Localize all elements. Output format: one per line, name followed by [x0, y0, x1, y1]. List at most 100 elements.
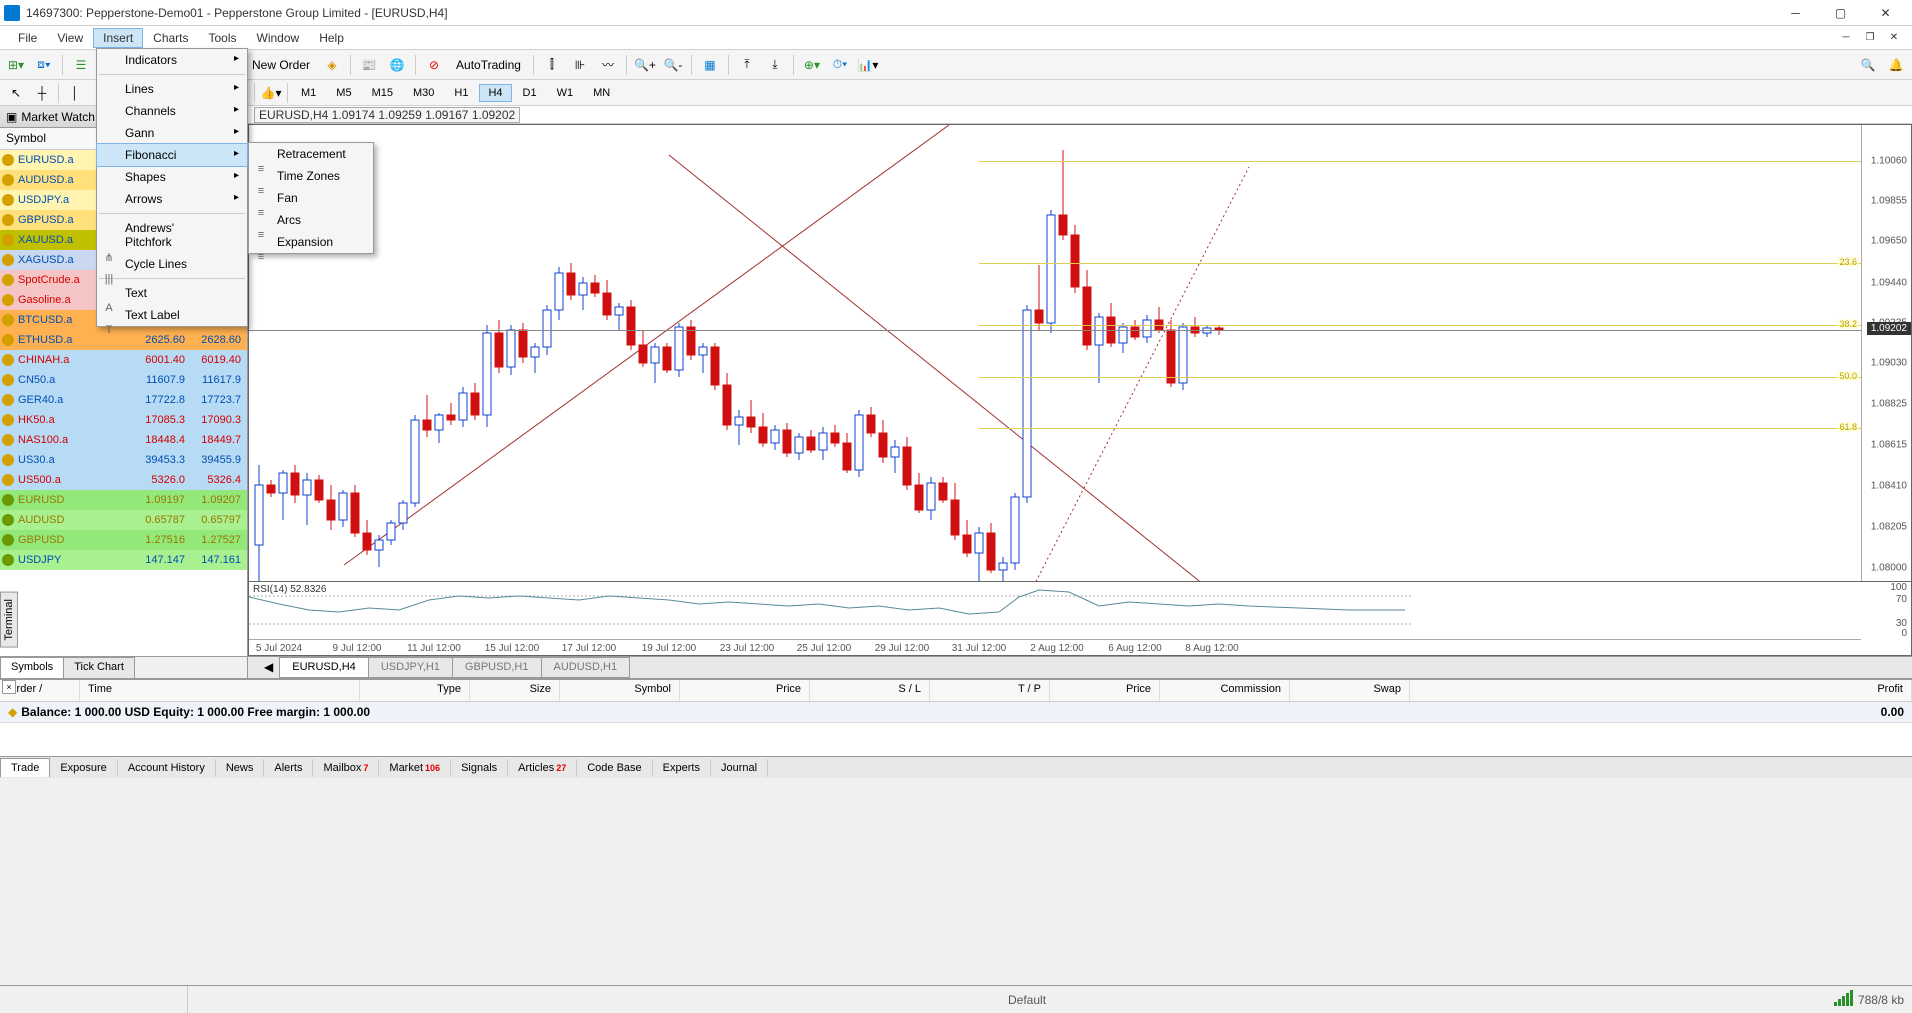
- maximize-button[interactable]: ▢: [1818, 1, 1863, 25]
- terminal-tab-articles[interactable]: Articles27: [508, 759, 577, 777]
- timeframe-d1[interactable]: D1: [514, 84, 546, 102]
- menu-window[interactable]: Window: [247, 28, 310, 48]
- terminal-col-swap[interactable]: Swap: [1290, 680, 1410, 701]
- metaquotes-icon[interactable]: ◈: [320, 53, 344, 77]
- terminal-tab-trade[interactable]: Trade: [0, 758, 50, 777]
- terminal-tab-journal[interactable]: Journal: [711, 759, 768, 777]
- zoom-out-icon[interactable]: 🔍-: [661, 53, 685, 77]
- terminal-col-time[interactable]: Time: [80, 680, 360, 701]
- close-button[interactable]: ✕: [1863, 1, 1908, 25]
- auto-scroll-icon[interactable]: ⤓: [763, 53, 787, 77]
- bar-chart-icon[interactable]: ⫿: [540, 53, 564, 77]
- menu-file[interactable]: File: [8, 28, 47, 48]
- tile-windows-icon[interactable]: ▦: [698, 53, 722, 77]
- mdi-minimize-button[interactable]: ─: [1836, 29, 1856, 47]
- symbol-row-audusd[interactable]: AUDUSD0.657870.65797: [0, 510, 247, 530]
- timeframe-mn[interactable]: MN: [584, 84, 619, 102]
- autotrading-icon[interactable]: ⊘: [422, 53, 446, 77]
- terminal-col-s-l[interactable]: S / L: [810, 680, 930, 701]
- timeframe-m5[interactable]: M5: [327, 84, 360, 102]
- terminal-col-symbol[interactable]: Symbol: [560, 680, 680, 701]
- symbol-row-eurusd[interactable]: EURUSD1.091971.09207: [0, 490, 247, 510]
- terminal-col-price[interactable]: Price: [1050, 680, 1160, 701]
- fib-menu-retracement[interactable]: Retracement≡: [249, 143, 373, 165]
- terminal-col-profit[interactable]: Profit: [1410, 680, 1912, 701]
- symbol-row-gbpusd[interactable]: GBPUSD1.275161.27527: [0, 530, 247, 550]
- terminal-tab-code-base[interactable]: Code Base: [577, 759, 652, 777]
- insert-menu-channels[interactable]: Channels: [97, 100, 247, 122]
- timeframe-h1[interactable]: H1: [445, 84, 477, 102]
- autotrading-label[interactable]: AutoTrading: [450, 58, 527, 72]
- terminal-col-t-p[interactable]: T / P: [930, 680, 1050, 701]
- timeframe-m30[interactable]: M30: [404, 84, 443, 102]
- terminal-tab-account-history[interactable]: Account History: [118, 759, 216, 777]
- insert-menu-text-label[interactable]: Text LabelT: [97, 304, 247, 326]
- insert-menu-indicators[interactable]: Indicators: [97, 49, 247, 71]
- shift-end-icon[interactable]: ⤒: [735, 53, 759, 77]
- new-chart-icon[interactable]: ⊞▾: [4, 53, 28, 77]
- mdi-restore-button[interactable]: ❐: [1860, 29, 1880, 47]
- periods-icon[interactable]: ⏱▾: [828, 53, 852, 77]
- menu-charts[interactable]: Charts: [143, 28, 198, 48]
- terminal-tab-news[interactable]: News: [216, 759, 265, 777]
- globe-icon[interactable]: 🌐: [385, 53, 409, 77]
- new-order-label[interactable]: New Order: [246, 58, 316, 72]
- symbol-row-nas100-a[interactable]: NAS100.a18448.418449.7: [0, 430, 247, 450]
- timeframe-w1[interactable]: W1: [548, 84, 583, 102]
- fib-menu-time-zones[interactable]: Time Zones≡: [249, 165, 373, 187]
- terminal-tab-mailbox[interactable]: Mailbox7: [313, 759, 379, 777]
- symbol-row-hk50-a[interactable]: HK50.a17085.317090.3: [0, 410, 247, 430]
- market-watch-icon[interactable]: ☰: [69, 53, 93, 77]
- menu-view[interactable]: View: [47, 28, 93, 48]
- terminal-tab-signals[interactable]: Signals: [451, 759, 508, 777]
- tab-symbols[interactable]: Symbols: [0, 657, 64, 678]
- insert-menu-cycle-lines[interactable]: Cycle Lines|||: [97, 253, 247, 275]
- terminal-tab-market[interactable]: Market106: [379, 759, 451, 777]
- minimize-button[interactable]: ─: [1773, 1, 1818, 25]
- fib-menu-expansion[interactable]: Expansion≡: [249, 231, 373, 253]
- expert-advisors-icon[interactable]: 📰: [357, 53, 381, 77]
- symbol-row-ger40-a[interactable]: GER40.a17722.817723.7: [0, 390, 247, 410]
- chart-body[interactable]: 23.638.250.061.8100.0 1.100601.098551.09…: [248, 124, 1912, 656]
- tab-tick-chart[interactable]: Tick Chart: [63, 657, 135, 678]
- insert-menu-arrows[interactable]: Arrows: [97, 188, 247, 210]
- insert-menu-text[interactable]: TextA: [97, 282, 247, 304]
- symbol-row-cn50-a[interactable]: CN50.a11607.911617.9: [0, 370, 247, 390]
- insert-menu-gann[interactable]: Gann: [97, 122, 247, 144]
- fib-menu-arcs[interactable]: Arcs≡: [249, 209, 373, 231]
- symbol-row-chinah-a[interactable]: CHINAH.a6001.406019.40: [0, 350, 247, 370]
- terminal-tab-experts[interactable]: Experts: [653, 759, 711, 777]
- terminal-col-size[interactable]: Size: [470, 680, 560, 701]
- symbol-row-ethusd-a[interactable]: ETHUSD.a2625.602628.60: [0, 330, 247, 350]
- timeframe-m15[interactable]: M15: [363, 84, 402, 102]
- chart-tab-audusd-h1[interactable]: AUDUSD,H1: [541, 657, 631, 678]
- timeframe-h4[interactable]: H4: [479, 84, 511, 102]
- insert-menu-fibonacci[interactable]: Fibonacci: [96, 143, 248, 167]
- timeframe-m1[interactable]: M1: [292, 84, 325, 102]
- chart-tab-gbpusd-h1[interactable]: GBPUSD,H1: [452, 657, 542, 678]
- chart-tab-usdjpy-h1[interactable]: USDJPY,H1: [368, 657, 453, 678]
- chart-tab-eurusd-h4[interactable]: EURUSD,H4: [279, 657, 369, 678]
- fib-menu-fan[interactable]: Fan≡: [249, 187, 373, 209]
- thumbs-icon[interactable]: 👍▾: [259, 81, 283, 105]
- alert-icon[interactable]: 🔔: [1884, 53, 1908, 77]
- crosshair-icon[interactable]: ┼: [30, 81, 54, 105]
- zoom-in-icon[interactable]: 🔍+: [633, 53, 657, 77]
- line-chart-icon[interactable]: 〰: [596, 53, 620, 77]
- insert-menu-shapes[interactable]: Shapes: [97, 166, 247, 188]
- terminal-col-type[interactable]: Type: [360, 680, 470, 701]
- insert-menu-andrews-pitchfork[interactable]: Andrews' Pitchfork⋔: [97, 217, 247, 253]
- terminal-tab-alerts[interactable]: Alerts: [264, 759, 313, 777]
- symbol-row-usdjpy[interactable]: USDJPY147.147147.161: [0, 550, 247, 570]
- cursor-icon[interactable]: ↖: [4, 81, 28, 105]
- insert-menu-lines[interactable]: Lines: [97, 78, 247, 100]
- profiles-icon[interactable]: ⧈▾: [32, 53, 56, 77]
- menu-help[interactable]: Help: [309, 28, 354, 48]
- indicator-list-icon[interactable]: ⊕▾: [800, 53, 824, 77]
- vertical-line-icon[interactable]: │: [63, 81, 87, 105]
- symbol-row-us500-a[interactable]: US500.a5326.05326.4: [0, 470, 247, 490]
- menu-tools[interactable]: Tools: [199, 28, 247, 48]
- terminal-col-price[interactable]: Price: [680, 680, 810, 701]
- menu-insert[interactable]: Insert: [93, 28, 143, 48]
- mdi-close-button[interactable]: ✕: [1884, 29, 1904, 47]
